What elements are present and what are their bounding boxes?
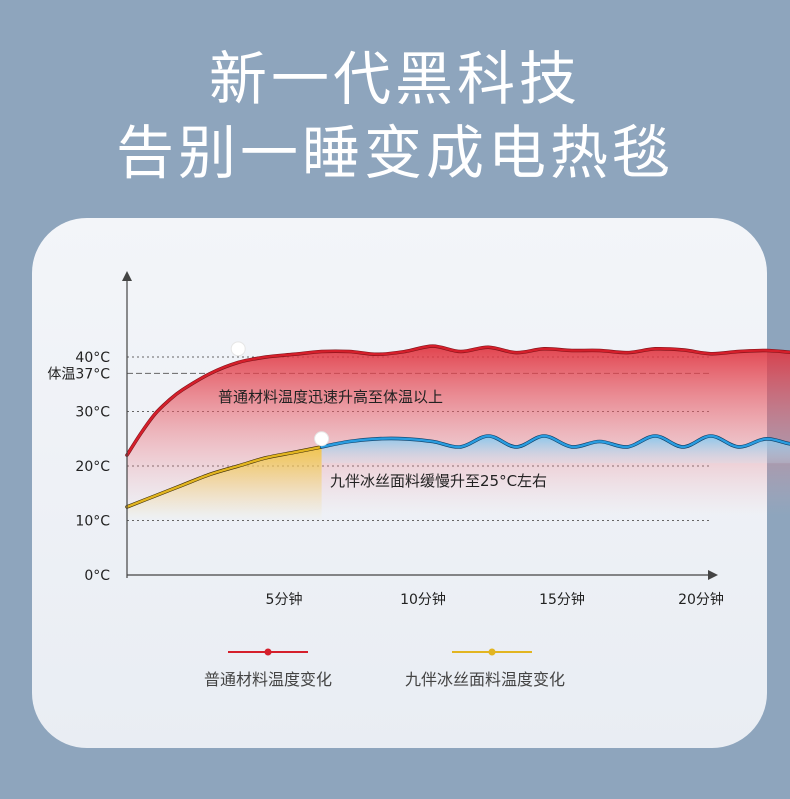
red-marker-point [230,341,246,357]
x-tick-label: 5分钟 [266,591,303,608]
legend-yellow-dot [488,648,496,656]
legend-red-label: 普通材料温度变化 [204,670,332,689]
tick-layer: 0°C 10°C 20°C 30°C 体温37°C40°C 5分钟 10分钟 15分钟 20分钟 [47,350,724,608]
red-line [125,344,790,457]
y-tick-label: 10°C [75,514,110,530]
headline-line1: 新一代黑科技 [208,45,581,113]
line-layer [125,341,790,509]
x-tick-label: 20分钟 [678,591,724,608]
yellow-area [127,446,322,521]
x-tick-label: 15分钟 [539,591,585,608]
x-axis-arrow [708,570,718,580]
legend-red-dot [264,648,272,656]
annotation-red: 普通材料温度迅速升高至体温以上 [218,388,443,406]
legend: 普通材料温度变化 九伴冰丝面料温度变化 [204,648,565,689]
y-tick-label: 0°C [84,568,110,584]
legend-yellow-label: 九伴冰丝面料温度变化 [405,670,565,689]
blue-line [320,434,790,449]
yellow-line [125,445,323,509]
y-tick-label: 40°C [75,350,110,366]
y-tick-label: 体温37°C [47,366,110,382]
axis-layer [122,271,718,580]
y-tick-label: 30°C [75,405,110,421]
yellow-marker-point [314,431,330,447]
y-axis-arrow [122,271,132,281]
area-layer [127,346,790,521]
annotation-blue: 九伴冰丝面料缓慢升至25°C左右 [330,472,547,490]
headline-line2: 告别一睡变成电热毯 [115,119,674,187]
x-tick-label: 10分钟 [400,591,446,608]
y-tick-label: 20°C [75,459,110,475]
